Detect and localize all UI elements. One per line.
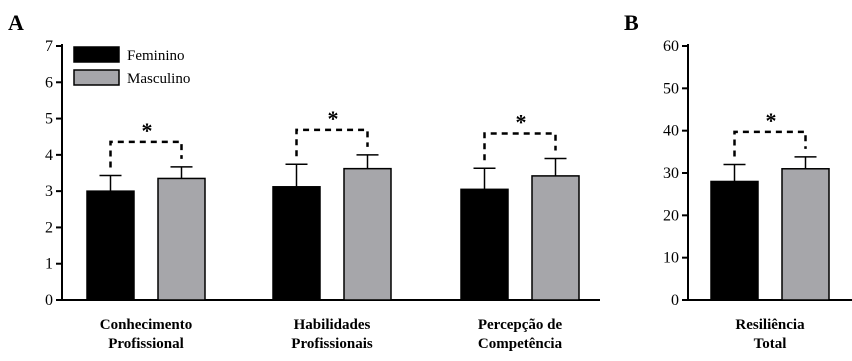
bar-feminino	[86, 190, 135, 301]
y-tick-label: 0	[45, 292, 53, 309]
category-label-line: Profissionais	[291, 336, 373, 352]
significance-star: *	[142, 118, 153, 143]
significance-bracket	[295, 128, 369, 157]
significance-bracket	[109, 140, 183, 168]
category-label-line: Profissional	[108, 336, 184, 352]
category-label-line: Habilidades	[294, 317, 371, 333]
legend: Feminino Masculino	[73, 46, 190, 87]
category-label-line: Conhecimento	[100, 317, 193, 333]
legend-swatch-masculino	[73, 69, 120, 86]
category-label-line: Total	[754, 336, 787, 352]
category-label-line: Resiliência	[735, 317, 805, 333]
y-tick-label: 40	[663, 123, 679, 140]
bar-feminino	[272, 186, 321, 301]
legend-swatch-feminino	[73, 46, 120, 63]
y-tick-label: 5	[45, 111, 53, 128]
bar-masculino	[781, 168, 830, 301]
y-tick-label: 1	[45, 256, 53, 273]
y-tick-label: 4	[45, 147, 53, 164]
significance-bracket	[483, 132, 557, 161]
significance-star: *	[766, 108, 777, 133]
y-tick-label: 20	[663, 207, 679, 224]
bar-masculino	[157, 177, 206, 301]
y-tick-label: 60	[663, 38, 679, 55]
category-label: Resiliência Total	[735, 317, 805, 352]
bar-feminino	[460, 188, 509, 301]
legend-label-masculino: Masculino	[127, 71, 190, 87]
y-tick-label: 30	[663, 165, 679, 182]
y-tick-label: 7	[45, 38, 53, 55]
significance-bracket	[733, 130, 807, 157]
bar-masculino	[531, 175, 580, 301]
significance-star: *	[516, 109, 527, 134]
category-label: Conhecimento Profissional	[100, 317, 193, 352]
panel-a-label: A	[8, 10, 24, 35]
category-label-line: Competência	[478, 336, 563, 352]
y-tick-label: 10	[663, 250, 679, 267]
bar-feminino	[710, 180, 759, 301]
panel-b-chart: 0 10 20 30 40 50 60 Resiliência Total *	[663, 38, 852, 352]
category-label: Percepção de Competência	[478, 317, 563, 352]
category-label-line: Percepção de	[478, 317, 563, 333]
category-label: Habilidades Profissionais	[291, 317, 373, 352]
legend-label-feminino: Feminino	[127, 48, 185, 64]
y-tick-label: 2	[45, 219, 53, 236]
bar-masculino	[343, 167, 392, 301]
y-tick-label: 50	[663, 80, 679, 97]
y-tick-label: 3	[45, 183, 53, 200]
y-tick-label: 6	[45, 74, 53, 91]
panel-a-chart: 0 1 2 3 4 5 6 7 Conhecimento Profissional * Habilid…	[45, 38, 600, 352]
significance-star: *	[328, 106, 339, 131]
y-tick-label: 0	[671, 292, 679, 309]
panel-b-label: B	[624, 10, 639, 35]
